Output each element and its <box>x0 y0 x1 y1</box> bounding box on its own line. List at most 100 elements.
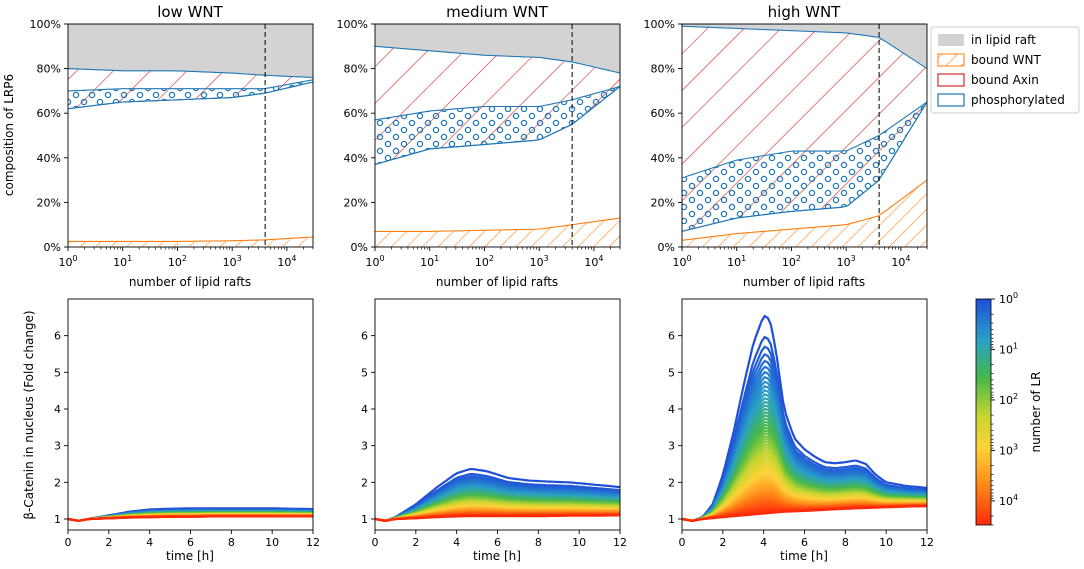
y-tick-label: 60% <box>651 107 675 120</box>
x-tick-label: 102 <box>168 254 187 269</box>
y-tick-label: 20% <box>344 196 368 209</box>
area-bound-WNT <box>375 218 620 247</box>
y-tick-label: 100% <box>30 18 61 31</box>
x-tick-label: 6 <box>187 536 194 549</box>
y-tick-label: 3 <box>54 440 61 453</box>
line-bundle <box>374 468 621 522</box>
x-axis-label: number of lipid rafts <box>743 275 865 289</box>
area-layer <box>375 24 620 247</box>
x-tick-label: 2 <box>412 536 419 549</box>
y-tick-label: 3 <box>361 440 368 453</box>
edge-upper-phosphorylated <box>375 85 620 121</box>
x-tick-label: 0 <box>372 536 379 549</box>
x-tick-label: 12 <box>613 536 627 549</box>
panel-title: medium WNT <box>446 3 548 21</box>
panel-high-wnt: high WNT number of lipid rafts 0% 20% 40% 6… <box>644 3 928 289</box>
panel-title: low WNT <box>157 3 223 21</box>
panel-medium-wnt: medium WNT number of lipid rafts 0% 20% 40… <box>337 3 621 289</box>
series-line <box>681 505 927 522</box>
panel-low-wnt-timecourse: time [h] β-Catenin in nucleus (Fold chan… <box>22 298 320 563</box>
line-bundle <box>67 507 314 522</box>
series-line <box>681 314 928 522</box>
y-tick-label: 40% <box>344 152 368 165</box>
x-tick-label: 101 <box>420 254 439 269</box>
edge-upper-bound-Axin <box>375 45 620 74</box>
x-tick-label: 0 <box>679 536 686 549</box>
y-tick-label: 20% <box>37 196 61 209</box>
x-axis-label: time [h] <box>473 549 521 563</box>
area-layer <box>68 24 313 247</box>
x-tick-label: 104 <box>584 254 603 269</box>
x-axis-label: time [h] <box>166 549 214 563</box>
x-tick-label: 103 <box>223 254 242 269</box>
legend-label-axin: bound Axin <box>971 73 1039 87</box>
x-tick-label: 10 <box>879 536 893 549</box>
y-tick-label: 4 <box>54 403 61 416</box>
plot-frame <box>67 298 314 531</box>
x-tick-label: 8 <box>842 536 849 549</box>
legend-swatch-axin <box>937 73 965 87</box>
x-tick-label: 10 <box>572 536 586 549</box>
x-tick-label: 6 <box>494 536 501 549</box>
colorbar-tick-label: 101 <box>999 341 1018 356</box>
y-tick-label: 5 <box>54 366 61 379</box>
y-tick-label: 4 <box>361 403 368 416</box>
plot-frame <box>374 23 621 248</box>
y-tick-label: 1 <box>668 513 675 526</box>
y-tick-label: 4 <box>668 403 675 416</box>
y-axis-label: β-Catenin in nucleus (Fold change) <box>22 310 36 519</box>
x-axis-label: number of lipid rafts <box>129 275 251 289</box>
axes: 0% 20% 40% 60% 80% 100% 100 101 102 103 104 <box>30 18 314 269</box>
x-tick-label: 6 <box>801 536 808 549</box>
edge-lower-phosphorylated <box>682 101 927 232</box>
x-tick-label: 101 <box>727 254 746 269</box>
colorbar-tick-label: 104 <box>999 493 1018 508</box>
y-tick-label: 0% <box>658 241 675 254</box>
x-tick-label: 0 <box>65 536 72 549</box>
y-tick-label: 2 <box>668 476 675 489</box>
colorbar-label: number of LR <box>1029 371 1043 452</box>
x-axis-label: time [h] <box>780 549 828 563</box>
x-tick-label: 4 <box>760 536 767 549</box>
x-tick-label: 4 <box>453 536 460 549</box>
y-tick-label: 6 <box>54 330 61 343</box>
colorbar-gradient <box>975 298 992 526</box>
y-tick-label: 80% <box>651 63 675 76</box>
plot-frame <box>681 23 928 248</box>
panel-low-wnt: low WNT number of lipid rafts compositio… <box>2 3 314 289</box>
x-tick-label: 12 <box>920 536 934 549</box>
area-in-lipid-raft <box>375 24 620 74</box>
legend-label-phos: phosphorylated <box>971 93 1065 107</box>
y-tick-label: 100% <box>337 18 368 31</box>
edge-upper-phosphorylated <box>68 79 313 92</box>
area-in-lipid-raft <box>68 24 313 78</box>
y-tick-label: 1 <box>361 513 368 526</box>
x-tick-label: 101 <box>113 254 132 269</box>
edge-upper-bound-Axin <box>682 25 927 70</box>
y-tick-label: 1 <box>54 513 61 526</box>
x-tick-label: 103 <box>530 254 549 269</box>
x-tick-label: 12 <box>306 536 320 549</box>
y-tick-label: 5 <box>668 366 675 379</box>
y-tick-label: 60% <box>344 107 368 120</box>
x-tick-label: 2 <box>719 536 726 549</box>
axes: 0% 20% 40% 60% 80% 100% 100 101 102 103 104 <box>644 18 928 269</box>
x-tick-label: 10 <box>265 536 279 549</box>
colorbar-tick-label: 103 <box>999 442 1018 457</box>
x-tick-label: 104 <box>277 254 296 269</box>
legend-label-raft: in lipid raft <box>971 33 1036 47</box>
legend-swatch-raft <box>938 34 964 46</box>
series-line <box>67 515 313 522</box>
y-tick-label: 0% <box>351 241 368 254</box>
colorbar-ticks: 100 101 102 103 104 <box>991 291 1018 526</box>
area-phosphorylated <box>375 86 620 165</box>
x-tick-label: 104 <box>891 254 910 269</box>
series-line <box>374 468 621 522</box>
edge-lower-phosphorylated <box>68 81 313 110</box>
area-phosphorylated <box>682 102 927 232</box>
area-layer <box>682 24 927 247</box>
y-tick-label: 5 <box>361 366 368 379</box>
